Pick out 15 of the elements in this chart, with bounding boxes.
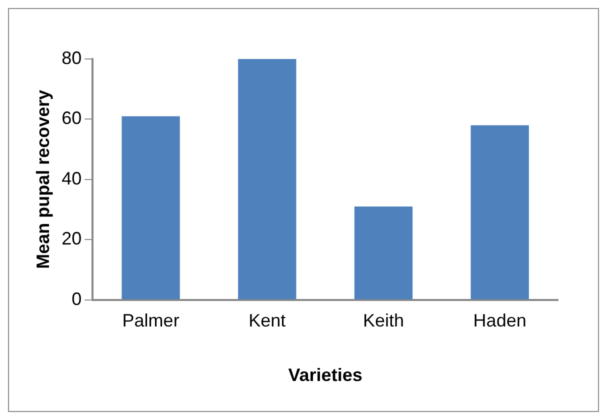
y-axis-title: Mean pupal recovery [32, 90, 53, 269]
x-tick-label: Palmer [122, 310, 180, 331]
x-tick-label: Kent [248, 310, 286, 331]
x-axis-title: Varieties [288, 365, 362, 386]
bar [470, 125, 529, 300]
bar [354, 206, 413, 300]
y-tick-label: 0 [72, 288, 82, 309]
bar [122, 116, 180, 300]
y-tick-label: 60 [62, 108, 82, 128]
x-tick-label: Keith [362, 310, 404, 331]
bar [238, 59, 296, 300]
y-tick-label: 20 [62, 228, 82, 249]
y-tick-label: 80 [62, 48, 82, 68]
x-tick-label: Haden [473, 310, 526, 331]
y-tick-label: 40 [62, 168, 82, 188]
